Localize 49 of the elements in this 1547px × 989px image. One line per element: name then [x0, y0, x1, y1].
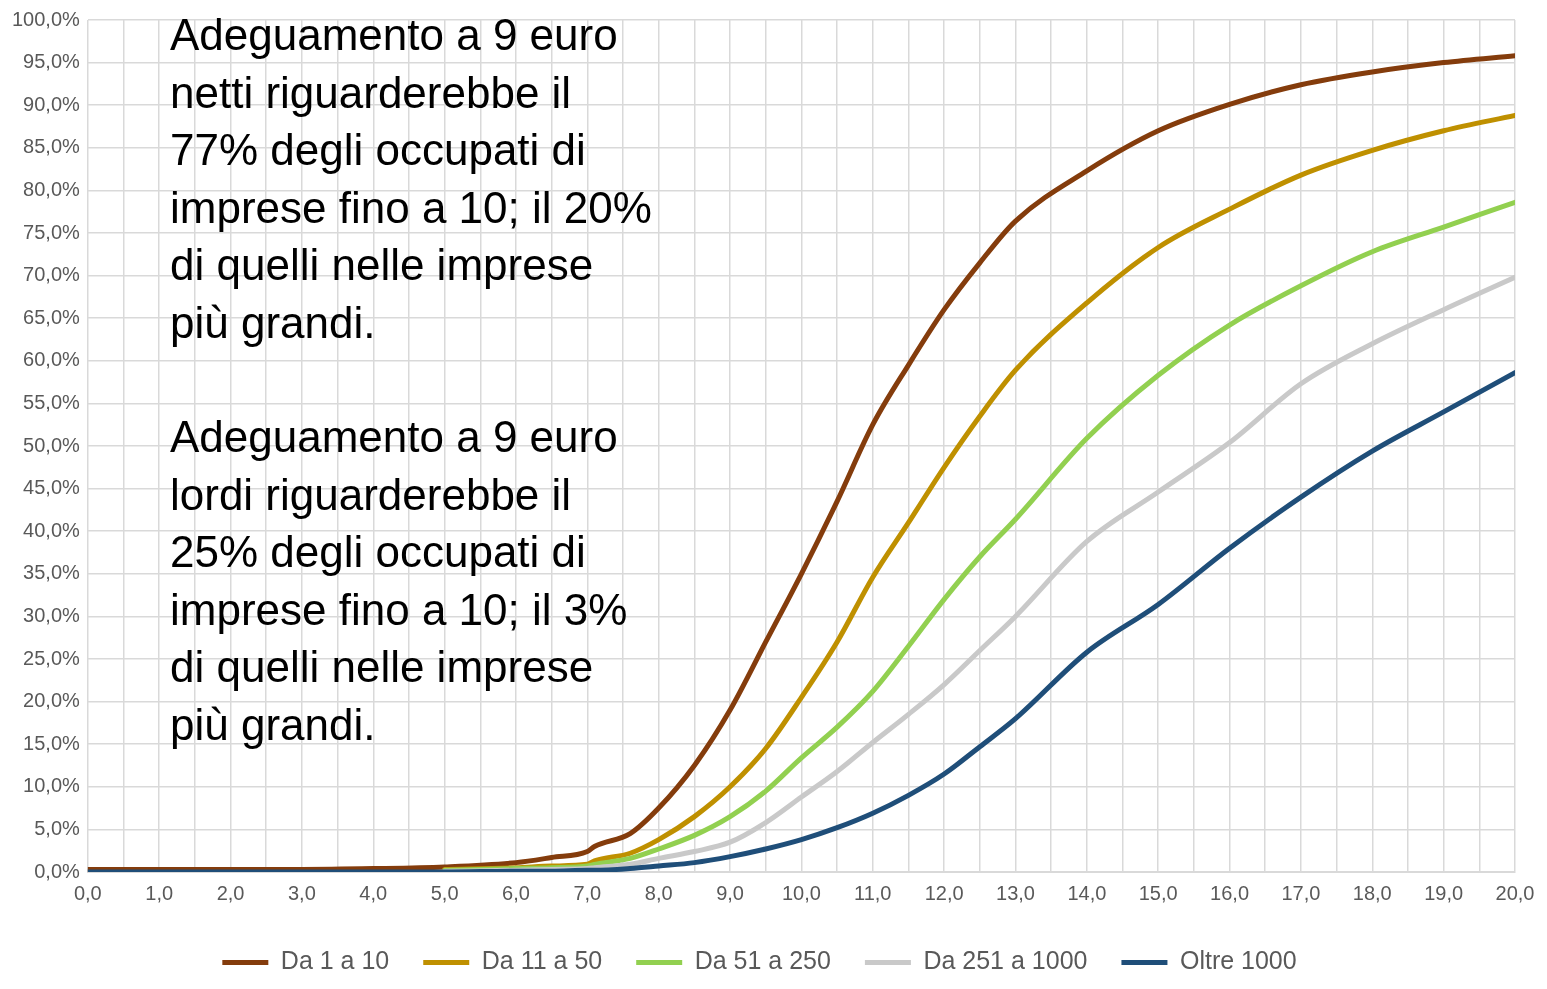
- y-tick-label: 90,0%: [23, 92, 81, 115]
- annotation: Adeguamento a 9 euro lordi riguarderebbe il 25% degli occupati di imprese fino a 10; il 3% di quelli nelle imprese più grandi.: [170, 411, 629, 751]
- x-tick-label: 0,0: [73, 881, 102, 904]
- x-tick-label: 20,0: [1495, 881, 1535, 904]
- x-tick-label: 18,0: [1352, 881, 1392, 904]
- x-tick-label: 15,0: [1138, 881, 1178, 904]
- x-tick-label: 9,0: [716, 881, 744, 904]
- x-tick-label: 10,0: [781, 881, 821, 904]
- x-tick-label: 17,0: [1281, 881, 1321, 904]
- y-tick-label: 45,0%: [23, 476, 81, 499]
- y-tick-label: 95,0%: [23, 50, 81, 73]
- y-tick-label: 5,0%: [34, 816, 81, 839]
- x-tick-label: 5,0: [430, 881, 459, 904]
- x-tick-label: 7,0: [573, 881, 602, 904]
- x-tick-label: 13,0: [996, 881, 1035, 904]
- y-tick-label: 35,0%: [23, 561, 81, 584]
- y-tick-label: 70,0%: [23, 263, 81, 286]
- y-tick-label: 15,0%: [23, 731, 81, 754]
- y-tick-label: 85,0%: [23, 135, 81, 158]
- y-tick-label: 30,0%: [23, 603, 81, 626]
- x-tick-label: 2,0: [216, 881, 245, 904]
- x-tick-label: 11,0: [854, 881, 892, 904]
- x-tick-label: 6,0: [502, 881, 530, 904]
- y-tick-label: 75,0%: [23, 220, 81, 243]
- annotation: Adeguamento a 9 euro netti riguarderebbe il 77% degli occupati di imprese fino a 10; il 20% di quelli nelle imprese più grandi.: [170, 9, 653, 349]
- x-tick-label: 1,0: [145, 881, 174, 904]
- y-tick-label: 55,0%: [23, 390, 81, 413]
- x-tick-label: 4,0: [359, 881, 388, 904]
- legend-label: Da 251 a 1000: [923, 946, 1088, 975]
- x-tick-label: 16,0: [1210, 881, 1250, 904]
- y-tick-label: 20,0%: [23, 689, 81, 712]
- legend-label: Da 51 a 250: [694, 946, 831, 975]
- legend-label: Da 11 a 50: [481, 946, 603, 975]
- x-tick-label: 8,0: [644, 881, 673, 904]
- y-tick-label: 80,0%: [23, 177, 81, 200]
- y-tick-label: 50,0%: [23, 433, 81, 456]
- y-tick-label: 10,0%: [23, 774, 81, 797]
- y-tick-label: 40,0%: [23, 518, 81, 541]
- y-tick-label: 0,0%: [34, 859, 81, 882]
- x-tick-label: 12,0: [924, 881, 964, 904]
- x-tick-label: 19,0: [1424, 881, 1464, 904]
- x-tick-label: 3,0: [288, 881, 316, 904]
- legend-label: Oltre 1000: [1179, 946, 1297, 975]
- y-tick-label: 60,0%: [23, 348, 81, 371]
- y-tick-label: 25,0%: [23, 646, 81, 669]
- y-tick-label: 65,0%: [23, 305, 81, 328]
- legend-label: Da 1 a 10: [280, 946, 390, 975]
- y-tick-label: 100,0%: [11, 7, 81, 30]
- x-tick-label: 14,0: [1067, 881, 1107, 904]
